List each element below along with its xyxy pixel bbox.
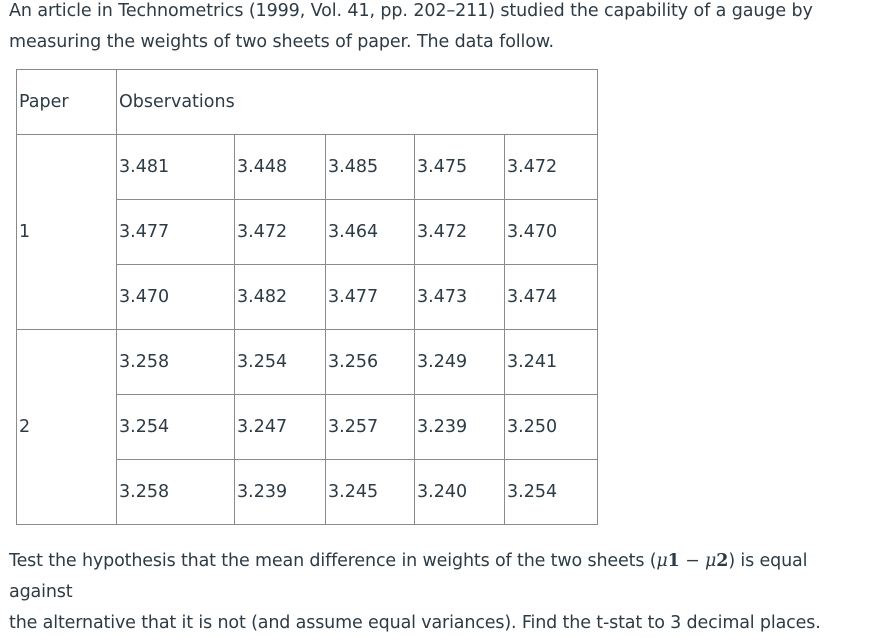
header-paper: Paper — [16, 69, 117, 135]
header-observations: Observations — [116, 69, 598, 135]
question-text-2: ) is equal against — [9, 551, 808, 602]
observation-cell: 3.485 — [325, 134, 415, 200]
table-row: 2 3.258 3.254 3.256 3.249 3.241 — [16, 329, 598, 525]
mu-subscript-2: 2 — [716, 551, 729, 571]
observation-cell: 3.254 — [504, 459, 598, 525]
observation-cell: 3.254 — [234, 329, 326, 395]
observation-cell: 3.257 — [325, 394, 415, 460]
table-row: 1 3.481 3.448 3.485 3.475 3.472 — [16, 134, 598, 330]
mu-subscript-1: 1 — [667, 551, 680, 571]
table-header-row: Paper Observations — [16, 69, 598, 135]
observation-cell: 3.247 — [234, 394, 326, 460]
table-row: 3.470 3.482 3.477 3.473 3.474 — [17, 264, 598, 330]
table-row: 3.258 3.239 3.245 3.240 3.254 — [17, 459, 598, 525]
observation-cell: 3.477 — [116, 199, 235, 265]
observation-cell: 3.245 — [325, 459, 415, 525]
mu-symbol-2: μ — [705, 551, 717, 571]
observation-cell: 3.239 — [234, 459, 326, 525]
observation-cell: 3.477 — [325, 264, 415, 330]
table-body: 1 3.481 3.448 3.485 3.475 3.472 3.477 3.472 3.46… — [16, 134, 598, 525]
intro-line-2: measuring the weights of two sheets of p… — [9, 32, 554, 52]
table-row: 3.254 3.247 3.257 3.239 3.250 — [17, 394, 598, 460]
intro-paragraph: An article in Technometrics (1999, Vol. … — [9, 0, 869, 58]
observation-cell: 3.475 — [414, 134, 505, 200]
observation-cell: 3.474 — [504, 264, 598, 330]
observation-cell: 3.254 — [116, 394, 235, 460]
observation-cell: 3.256 — [325, 329, 415, 395]
intro-line-1: An article in Technometrics (1999, Vol. … — [9, 1, 813, 21]
question-text-1: Test the hypothesis that the mean differ… — [9, 551, 657, 571]
observation-cell: 3.472 — [234, 199, 326, 265]
observation-cell: 3.240 — [414, 459, 505, 525]
mu-symbol-1: μ — [656, 551, 668, 571]
paper-cell: 2 — [16, 329, 117, 525]
observation-cell: 3.482 — [234, 264, 326, 330]
table-row: 3.477 3.472 3.464 3.472 3.470 — [17, 199, 598, 265]
minus-sign: − — [685, 551, 700, 571]
observation-cell: 3.250 — [504, 394, 598, 460]
observation-cell: 3.249 — [414, 329, 505, 395]
observation-cell: 3.470 — [504, 199, 598, 265]
question-paragraph: Test the hypothesis that the mean differ… — [9, 546, 875, 639]
observation-cell: 3.470 — [116, 264, 235, 330]
observation-cell: 3.464 — [325, 199, 415, 265]
observation-cell: 3.472 — [504, 134, 598, 200]
paper-cell: 1 — [16, 134, 117, 330]
observation-cell: 3.481 — [116, 134, 235, 200]
observation-cell: 3.239 — [414, 394, 505, 460]
observation-cell: 3.448 — [234, 134, 326, 200]
question-text-3: the alternative that it is not (and assu… — [9, 613, 821, 633]
observation-cell: 3.473 — [414, 264, 505, 330]
data-table: Paper Observations 1 3.481 3.448 3.485 3.475… — [16, 69, 598, 525]
observation-cell: 3.258 — [116, 459, 235, 525]
mean-difference-expression: μ1 − μ2 — [656, 551, 728, 571]
observation-cell: 3.258 — [116, 329, 235, 395]
observation-cell: 3.472 — [414, 199, 505, 265]
observation-cell: 3.241 — [504, 329, 598, 395]
